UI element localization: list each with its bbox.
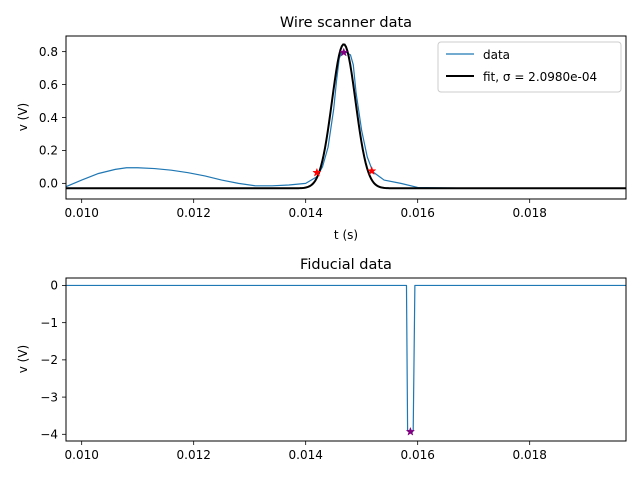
top-y-tick-label: 0.6	[39, 78, 58, 92]
bottom-y-axis-label: v (V)	[16, 345, 30, 374]
top-y-axis: 0.0 0.2 0.4 0.6 0.8	[39, 45, 66, 191]
top-plot-area	[66, 43, 626, 190]
bottom-axes-frame	[65, 277, 627, 442]
bottom-y-axis: 0 −1 −2 −3 −4	[40, 279, 66, 442]
top-chart-title: Wire scanner data	[280, 15, 412, 31]
top-x-tick-label: 0.018	[513, 206, 547, 220]
fiducial-panel: Fiducial data 0.010 0.012 0.014 0.016 0.018 …	[16, 257, 627, 462]
top-x-axis-label: t (s)	[334, 228, 358, 242]
legend-fit-label: fit, σ = 2.0980e-04	[483, 70, 597, 84]
bottom-x-tick-label: 0.016	[401, 448, 435, 462]
legend-box	[437, 41, 622, 93]
bottom-x-axis: 0.010 0.012 0.014 0.016 0.018	[65, 441, 547, 462]
bottom-data-line	[66, 284, 626, 434]
bottom-x-tick-label: 0.014	[289, 448, 323, 462]
legend-data-label: data	[483, 48, 510, 62]
top-edge-marker-1	[367, 166, 377, 176]
bottom-peak-marker-0	[405, 426, 416, 436]
bottom-y-tick-label: −1	[40, 316, 58, 330]
top-fit-line	[66, 43, 626, 190]
bottom-chart-title: Fiducial data	[300, 257, 392, 273]
bottom-y-tick-label: −3	[40, 390, 58, 404]
top-y-tick-label: 0.2	[39, 144, 58, 158]
bottom-y-tick-label: −4	[40, 428, 58, 442]
top-x-tick-label: 0.016	[401, 206, 435, 220]
top-x-tick-label: 0.010	[65, 206, 99, 220]
bottom-x-tick-label: 0.010	[65, 448, 99, 462]
wire-scanner-panel: Wire scanner data 0.010 0.012 0.014 0.016 0.…	[16, 15, 627, 242]
bottom-x-tick-label: 0.018	[513, 448, 547, 462]
top-y-axis-label: v (V)	[16, 103, 30, 132]
bottom-plot-area	[66, 284, 626, 434]
bottom-x-tick-label: 0.012	[177, 448, 211, 462]
top-y-tick-label: 0.8	[39, 45, 58, 59]
top-x-tick-label: 0.014	[289, 206, 323, 220]
legend: data fit, σ = 2.0980e-04	[437, 41, 622, 93]
top-y-tick-label: 0.0	[39, 177, 58, 191]
top-data-line	[66, 51, 626, 189]
top-peak-marker-2	[339, 47, 349, 57]
top-x-tick-label: 0.012	[177, 206, 211, 220]
top-edge-marker-0	[312, 167, 322, 177]
top-y-tick-label: 0.4	[39, 111, 58, 125]
bottom-y-tick-label: −2	[40, 353, 58, 367]
bottom-y-tick-label: 0	[50, 279, 58, 293]
top-x-axis: 0.010 0.012 0.014 0.016 0.018	[65, 199, 547, 220]
